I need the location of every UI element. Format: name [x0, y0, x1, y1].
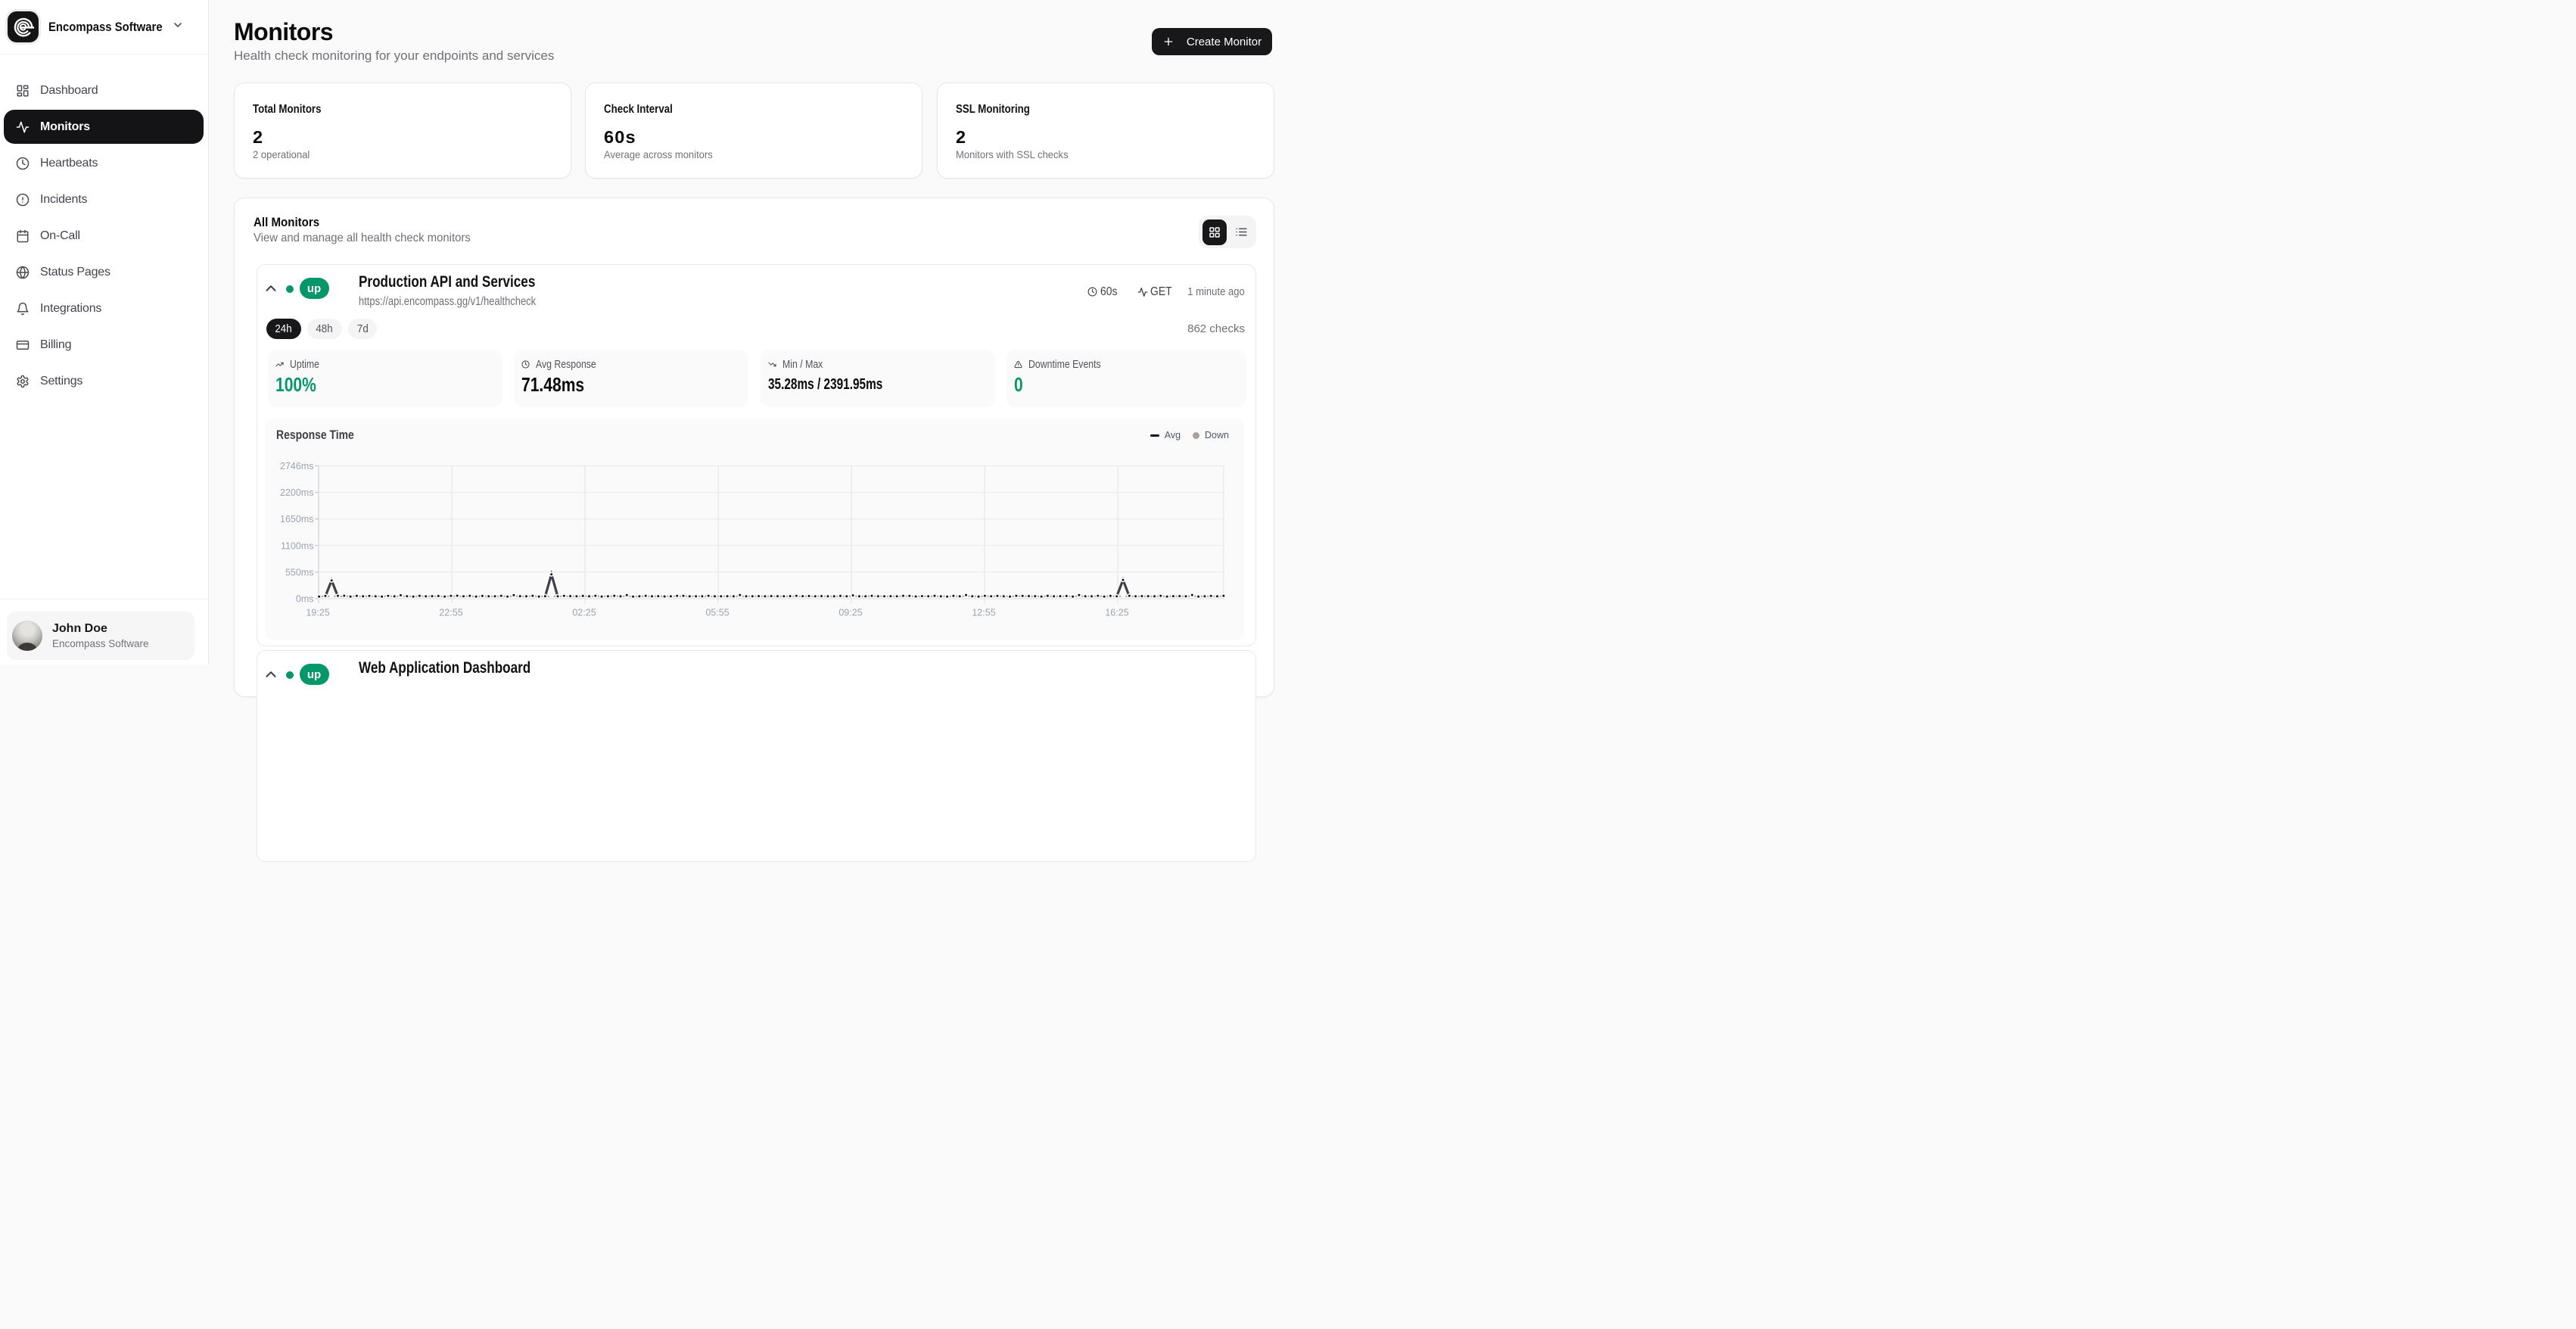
svg-text:05:55: 05:55 — [705, 608, 729, 618]
svg-text:2746ms: 2746ms — [280, 461, 313, 472]
svg-text:550ms: 550ms — [285, 567, 314, 577]
svg-text:19:25: 19:25 — [306, 608, 329, 618]
svg-text:0ms: 0ms — [296, 594, 314, 605]
svg-text:09:25: 09:25 — [838, 608, 862, 618]
svg-text:22:55: 22:55 — [439, 608, 462, 618]
svg-text:1100ms: 1100ms — [281, 540, 314, 551]
svg-text:16:25: 16:25 — [1105, 608, 1128, 618]
svg-text:1650ms: 1650ms — [280, 514, 313, 524]
svg-text:02:25: 02:25 — [572, 608, 596, 618]
svg-text:2200ms: 2200ms — [280, 487, 313, 498]
svg-text:12:55: 12:55 — [972, 608, 995, 618]
